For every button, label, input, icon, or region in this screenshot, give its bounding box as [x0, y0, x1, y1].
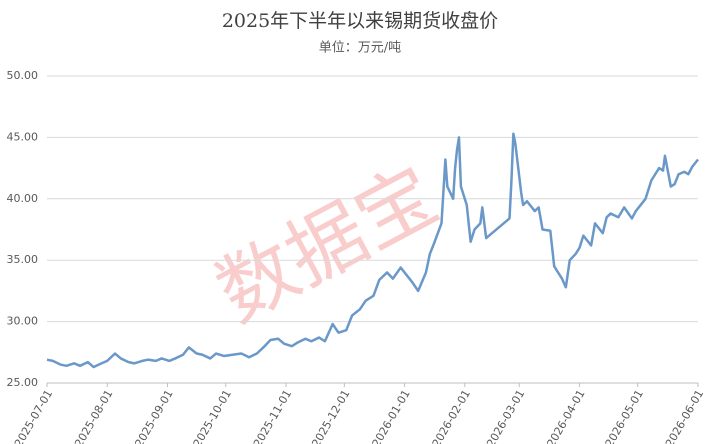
- y-tick-label: 45.00: [7, 130, 39, 143]
- x-tick-label: 2026-04-01: [544, 388, 587, 444]
- x-tick-label: 2025-10-01: [191, 388, 234, 444]
- y-tick-label: 35.00: [7, 253, 39, 266]
- chart-subtitle: 单位：万元/吨: [319, 41, 401, 56]
- y-tick-label: 50.00: [7, 69, 39, 82]
- x-tick-label: 2025-09-01: [132, 388, 175, 444]
- x-tick-label: 2025-08-01: [72, 388, 115, 444]
- y-tick-label: 25.00: [7, 376, 39, 389]
- y-tick-label: 30.00: [7, 315, 39, 328]
- y-tick-label: 40.00: [7, 192, 39, 205]
- x-tick-label: 2025-12-01: [309, 388, 352, 444]
- x-tick-label: 2025-11-01: [251, 388, 294, 444]
- x-tick-label: 2026-01-01: [370, 388, 413, 444]
- x-tick-label: 2026-03-01: [484, 388, 527, 444]
- price-line: [46, 132, 699, 369]
- x-tick-label: 2026-02-01: [430, 388, 473, 444]
- x-tick-label: 2026-06-01: [663, 388, 706, 444]
- x-tick-label: 2026-05-01: [603, 388, 646, 444]
- chart-title: 2025年下半年以来锡期货收盘价: [222, 10, 498, 32]
- watermark: 数据宝: [203, 150, 452, 339]
- x-tick-label: 2025-07-01: [12, 388, 55, 444]
